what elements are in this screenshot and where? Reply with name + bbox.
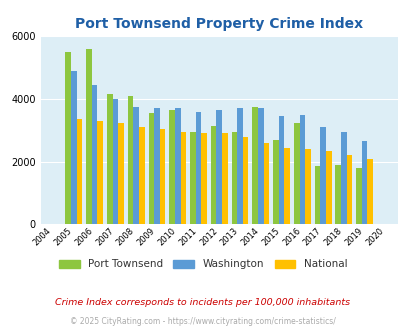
Bar	[237, 109, 242, 224]
Bar	[148, 113, 154, 224]
Bar	[159, 129, 165, 224]
Bar	[293, 122, 299, 224]
Bar	[195, 112, 201, 224]
Bar	[201, 134, 207, 224]
Bar	[77, 119, 82, 224]
Bar	[263, 143, 269, 224]
Bar	[355, 168, 361, 224]
Bar	[284, 148, 289, 224]
Bar	[128, 96, 133, 224]
Bar	[65, 52, 71, 224]
Bar	[133, 107, 139, 224]
Bar	[299, 115, 305, 224]
Bar	[361, 141, 367, 224]
Bar	[118, 122, 124, 224]
Bar	[231, 132, 237, 224]
Text: Crime Index corresponds to incidents per 100,000 inhabitants: Crime Index corresponds to incidents per…	[55, 298, 350, 307]
Bar	[325, 151, 331, 224]
Text: © 2025 CityRating.com - https://www.cityrating.com/crime-statistics/: © 2025 CityRating.com - https://www.city…	[70, 317, 335, 326]
Bar	[169, 110, 175, 224]
Bar	[97, 121, 103, 224]
Bar	[335, 165, 340, 224]
Bar	[86, 49, 92, 224]
Bar	[154, 109, 159, 224]
Bar	[71, 71, 77, 224]
Bar	[216, 110, 222, 224]
Title: Port Townsend Property Crime Index: Port Townsend Property Crime Index	[75, 17, 362, 31]
Bar	[252, 107, 257, 224]
Bar	[257, 109, 263, 224]
Legend: Port Townsend, Washington, National: Port Townsend, Washington, National	[54, 255, 351, 274]
Bar	[92, 85, 97, 224]
Bar	[305, 149, 310, 224]
Bar	[175, 109, 180, 224]
Bar	[278, 116, 284, 224]
Bar	[340, 132, 346, 224]
Bar	[107, 94, 112, 224]
Bar	[367, 159, 372, 224]
Bar	[190, 132, 195, 224]
Bar	[112, 99, 118, 224]
Bar	[346, 155, 352, 224]
Bar	[222, 134, 227, 224]
Bar	[210, 126, 216, 224]
Bar	[242, 137, 248, 224]
Bar	[273, 140, 278, 224]
Bar	[320, 127, 325, 224]
Bar	[314, 166, 320, 224]
Bar	[180, 132, 185, 224]
Bar	[139, 127, 144, 224]
